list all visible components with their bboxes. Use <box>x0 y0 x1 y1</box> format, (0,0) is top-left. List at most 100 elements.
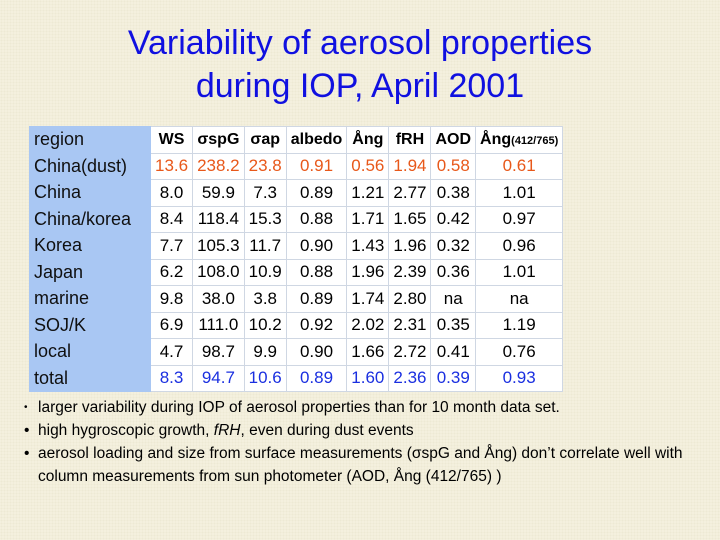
bullet-dot: • <box>24 402 28 413</box>
table-cell: 1.96 <box>388 232 432 260</box>
table-cell: 0.89 <box>285 364 348 392</box>
table-cell: 7.7 <box>149 232 194 260</box>
header-ang-wavelengths: (412/765) <box>511 134 559 147</box>
table-cell: 0.41 <box>430 338 477 366</box>
bullet-dot: • <box>24 445 30 462</box>
table-cell: 2.02 <box>346 311 390 339</box>
table-row: SOJ/K 6.9 111.0 10.2 0.92 2.02 2.31 0.35… <box>29 311 564 339</box>
region-cell: total <box>29 364 151 392</box>
bullet-dot: • <box>24 422 30 439</box>
bullet-item: • high hygroscopic growth, fRH, even dur… <box>22 419 716 442</box>
table-cell: 8.4 <box>149 205 194 233</box>
table-cell: 0.91 <box>285 152 348 180</box>
table-cell: 0.90 <box>285 338 348 366</box>
table-cell: 59.9 <box>192 179 245 207</box>
header-sspg: σspG <box>192 126 245 154</box>
bullet-text-post: , even during dust events <box>240 422 414 439</box>
table-cell: 2.39 <box>388 258 432 286</box>
table-cell: 0.61 <box>475 152 564 180</box>
table-cell: 0.36 <box>430 258 477 286</box>
table-cell: 0.89 <box>285 285 348 313</box>
table-cell: 13.6 <box>149 152 194 180</box>
table-row: marine 9.8 38.0 3.8 0.89 1.74 2.80 na na <box>29 285 564 313</box>
header-ang-2: Ång <box>480 130 512 148</box>
region-cell: China/korea <box>29 205 151 233</box>
header-ws: WS <box>149 126 194 154</box>
table-cell: 1.43 <box>346 232 390 260</box>
table-header-row: region WS σspG σap albedo Ång fRH AOD Ån… <box>29 126 564 154</box>
table-cell: 38.0 <box>192 285 245 313</box>
table-cell: 8.3 <box>149 364 194 392</box>
table-cell: 1.21 <box>346 179 390 207</box>
title-line-1: Variability of aerosol properties <box>127 24 593 62</box>
table-cell: 1.01 <box>475 258 564 286</box>
bullet-item: • larger variability during IOP of aeros… <box>22 396 716 419</box>
table-cell: 1.94 <box>388 152 432 180</box>
region-cell: local <box>29 338 151 366</box>
region-cell: China(dust) <box>29 152 151 180</box>
bullet-text-emphasis: fRH <box>213 422 241 439</box>
table-cell: 0.42 <box>430 205 477 233</box>
table-cell: 0.88 <box>285 205 348 233</box>
region-cell: Japan <box>29 258 151 286</box>
region-cell: SOJ/K <box>29 311 151 339</box>
table-row: local 4.7 98.7 9.9 0.90 1.66 2.72 0.41 0… <box>29 338 564 366</box>
region-cell: marine <box>29 285 151 313</box>
table-cell: 1.74 <box>346 285 390 313</box>
table-cell: 2.77 <box>388 179 432 207</box>
region-cell: China <box>29 179 151 207</box>
header-frh: fRH <box>388 126 432 154</box>
table-cell: 0.56 <box>346 152 390 180</box>
aerosol-properties-table: region WS σspG σap albedo Ång fRH AOD Ån… <box>29 126 564 392</box>
table-cell: 7.3 <box>243 179 287 207</box>
region-cell: Korea <box>29 232 151 260</box>
table-cell: 111.0 <box>192 311 245 339</box>
table-cell: 0.92 <box>285 311 348 339</box>
table-cell: 98.7 <box>192 338 245 366</box>
table-row: total 8.3 94.7 10.6 0.89 1.60 2.36 0.39 … <box>29 364 564 392</box>
table-cell: 6.9 <box>149 311 194 339</box>
table-cell: 0.88 <box>285 258 348 286</box>
table-cell: 2.36 <box>388 364 432 392</box>
table-cell: 1.71 <box>346 205 390 233</box>
table-cell: 23.8 <box>243 152 287 180</box>
table-cell: na <box>475 285 564 313</box>
table-cell: 3.8 <box>243 285 287 313</box>
table-cell: 105.3 <box>192 232 245 260</box>
table-cell: 2.31 <box>388 311 432 339</box>
table-cell: 238.2 <box>192 152 245 180</box>
header-ang: Ång <box>346 126 390 154</box>
header-aod: AOD <box>430 126 477 154</box>
table-cell: 0.39 <box>430 364 477 392</box>
table-row: China/korea 8.4 118.4 15.3 0.88 1.71 1.6… <box>29 205 564 233</box>
table-row: Korea 7.7 105.3 11.7 0.90 1.43 1.96 0.32… <box>29 232 564 260</box>
table-cell: 11.7 <box>243 232 287 260</box>
table-cell: 1.19 <box>475 311 564 339</box>
bullet-list: • larger variability during IOP of aeros… <box>22 396 716 488</box>
table-cell: 1.65 <box>388 205 432 233</box>
table-cell: 10.6 <box>243 364 287 392</box>
header-albedo: albedo <box>285 126 348 154</box>
table-cell: 0.96 <box>475 232 564 260</box>
table-cell: 0.38 <box>430 179 477 207</box>
table-cell: 0.76 <box>475 338 564 366</box>
table-cell: 10.9 <box>243 258 287 286</box>
header-region: region <box>29 126 151 154</box>
table-cell: 108.0 <box>192 258 245 286</box>
table-cell: 1.60 <box>346 364 390 392</box>
table-cell: 0.97 <box>475 205 564 233</box>
table-cell: 0.89 <box>285 179 348 207</box>
table-cell: 9.9 <box>243 338 287 366</box>
table-cell: 2.80 <box>388 285 432 313</box>
table-cell: na <box>430 285 477 313</box>
table-cell: 94.7 <box>192 364 245 392</box>
bullet-text-pre: high hygroscopic growth, <box>38 422 214 439</box>
table-cell: 1.01 <box>475 179 564 207</box>
bullet-text: aerosol loading and size from surface me… <box>38 445 683 485</box>
bullet-item: • aerosol loading and size from surface … <box>22 442 716 488</box>
title-line-2: during IOP, April 2001 <box>195 67 525 105</box>
bullet-text: larger variability during IOP of aerosol… <box>38 399 560 416</box>
table-cell: 0.58 <box>430 152 477 180</box>
table-cell: 0.90 <box>285 232 348 260</box>
table-cell: 0.32 <box>430 232 477 260</box>
